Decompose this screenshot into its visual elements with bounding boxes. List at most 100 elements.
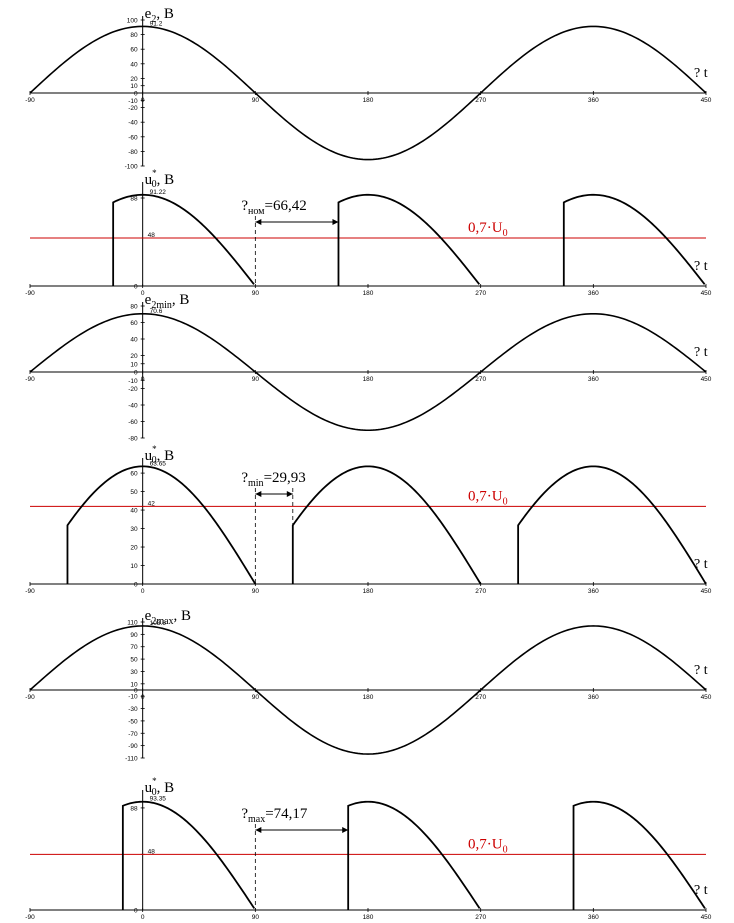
- x-tick-label: 0: [141, 290, 145, 297]
- chart-panel-1: -90090180270360450-100-80-60-40-20-10010…: [25, 6, 712, 171]
- y-tick-label: 10: [130, 681, 138, 688]
- y-tick-label: 50: [130, 489, 138, 496]
- x-tick-label: 450: [701, 97, 712, 104]
- x-tick-label: 360: [588, 694, 599, 701]
- y-tick-label: -40: [128, 120, 138, 127]
- x-tick-label: 180: [363, 914, 374, 921]
- x-tick-label: 270: [475, 376, 486, 383]
- y-axis-title: u* 0, B: [145, 444, 175, 466]
- x-tick-label: 90: [252, 694, 260, 701]
- threshold-tick-label: 48: [148, 848, 156, 855]
- x-tick-label: -90: [25, 588, 35, 595]
- y-tick-label: 0: [134, 688, 138, 695]
- y-tick-label: 60: [130, 471, 138, 478]
- x-axis-label: ? t: [694, 66, 708, 81]
- rectified-pulse-2: [291, 465, 482, 585]
- y-tick-label: 80: [130, 32, 138, 39]
- x-tick-label: -90: [25, 376, 35, 383]
- x-axis-label: ? t: [694, 883, 708, 898]
- interval-arrowhead-right: [342, 827, 349, 833]
- y-tick-label: -110: [125, 756, 138, 763]
- y-axis-title: e2max, B: [145, 608, 191, 627]
- y-tick-label: 10: [130, 83, 138, 90]
- y-tick-label: 60: [130, 320, 138, 327]
- y-tick-label: -10: [128, 378, 138, 385]
- x-tick-label: 270: [475, 914, 486, 921]
- y-tick-label: -10: [128, 98, 138, 105]
- y-axis-title: e2min, B: [145, 292, 190, 311]
- x-tick-label: 0: [141, 914, 145, 921]
- y-tick-label: 40: [130, 337, 138, 344]
- threshold-label: 0,7·U0: [468, 836, 508, 855]
- chart-panel-2: -90 0 90 180 270 360 450 0 88 91.22u* 0, B ? t 48 0,7…: [25, 168, 712, 297]
- x-tick-label: 360: [588, 914, 599, 921]
- x-tick-label: 450: [701, 914, 712, 921]
- interval-label: ?ном=66,42: [241, 198, 306, 217]
- chart-panel-6: -90 0 90 180 270 360 450 0 88 93.35u* 0, B ? t 48 0,7…: [25, 776, 712, 921]
- peak-value-label: 63.65: [150, 460, 167, 467]
- x-tick-label: 0: [141, 588, 145, 595]
- interval-arrowhead-left: [255, 491, 262, 497]
- x-tick-label: -90: [25, 290, 35, 297]
- y-tick-label: 0: [134, 284, 138, 291]
- y-tick-label: 20: [130, 76, 138, 83]
- y-axis-title: u* 0, B: [145, 168, 175, 190]
- y-tick-label: -40: [128, 403, 138, 410]
- rectified-pulse-3: [572, 800, 706, 910]
- peak-value-label: 70.6: [150, 308, 163, 315]
- x-tick-label: 180: [363, 290, 374, 297]
- x-tick-label: 90: [252, 376, 260, 383]
- y-tick-label: 20: [130, 353, 138, 360]
- y-tick-label: 0: [134, 370, 138, 377]
- y-tick-label: -60: [128, 419, 138, 426]
- threshold-tick-label: 42: [148, 500, 156, 507]
- x-tick-label: 0: [141, 376, 145, 383]
- x-axis-label: ? t: [694, 663, 708, 678]
- x-tick-label: 270: [475, 588, 486, 595]
- x-axis-label: ? t: [694, 345, 708, 360]
- y-tick-label: -60: [128, 134, 138, 141]
- interval-arrowhead-left: [255, 219, 262, 225]
- x-tick-label: 180: [363, 694, 374, 701]
- y-tick-label: -100: [125, 164, 138, 171]
- chart-panel-5: -90 0 90 180 270 360 450-110-90-70-50-30-10010…: [25, 608, 712, 763]
- x-axis-label: ? t: [694, 259, 708, 274]
- rectified-pulse-1: [66, 465, 257, 585]
- x-tick-label: 450: [701, 588, 712, 595]
- x-tick-label: 450: [701, 290, 712, 297]
- y-tick-label: -90: [128, 743, 138, 750]
- y-tick-label: 50: [130, 657, 138, 664]
- rectified-pulse-2: [337, 193, 481, 286]
- threshold-label: 0,7·U0: [468, 488, 508, 507]
- x-tick-label: 360: [588, 290, 599, 297]
- y-tick-label: 0: [134, 582, 138, 589]
- x-tick-label: 360: [588, 97, 599, 104]
- y-tick-label: 80: [130, 304, 138, 311]
- x-tick-label: 450: [701, 694, 712, 701]
- y-tick-label: 100: [127, 18, 138, 25]
- y-tick-label: 110: [127, 620, 138, 627]
- rectified-pulse-1: [112, 193, 255, 286]
- x-tick-label: 360: [588, 588, 599, 595]
- y-tick-label: 20: [130, 545, 138, 552]
- x-tick-label: 90: [252, 97, 260, 104]
- y-tick-label: 0: [134, 91, 138, 98]
- y-tick-label: 30: [130, 526, 138, 533]
- x-tick-label: 180: [363, 376, 374, 383]
- y-tick-label: 40: [130, 508, 138, 515]
- x-tick-label: 180: [363, 97, 374, 104]
- threshold-label: 0,7·U0: [468, 220, 508, 239]
- y-tick-label: -80: [128, 436, 138, 443]
- y-tick-label: 30: [130, 669, 138, 676]
- x-tick-label: 180: [363, 588, 374, 595]
- peak-value-label: 103.6: [150, 620, 167, 627]
- sine-curve: [29, 312, 707, 432]
- y-tick-label: 60: [130, 47, 138, 54]
- rectified-pulse-3: [517, 465, 707, 585]
- x-tick-label: 90: [252, 290, 260, 297]
- interval-arrowhead-right: [286, 491, 293, 497]
- rectified-pulse-3: [562, 193, 706, 286]
- y-tick-label: -50: [128, 718, 138, 725]
- x-tick-label: 90: [252, 914, 260, 921]
- threshold-tick-label: 48: [148, 232, 156, 239]
